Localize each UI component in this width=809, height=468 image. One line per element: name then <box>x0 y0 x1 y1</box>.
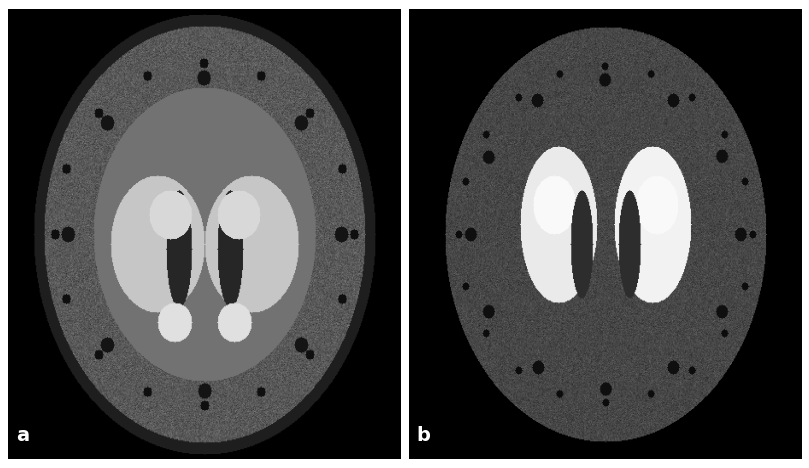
Text: a: a <box>16 426 29 445</box>
Text: b: b <box>417 426 430 445</box>
